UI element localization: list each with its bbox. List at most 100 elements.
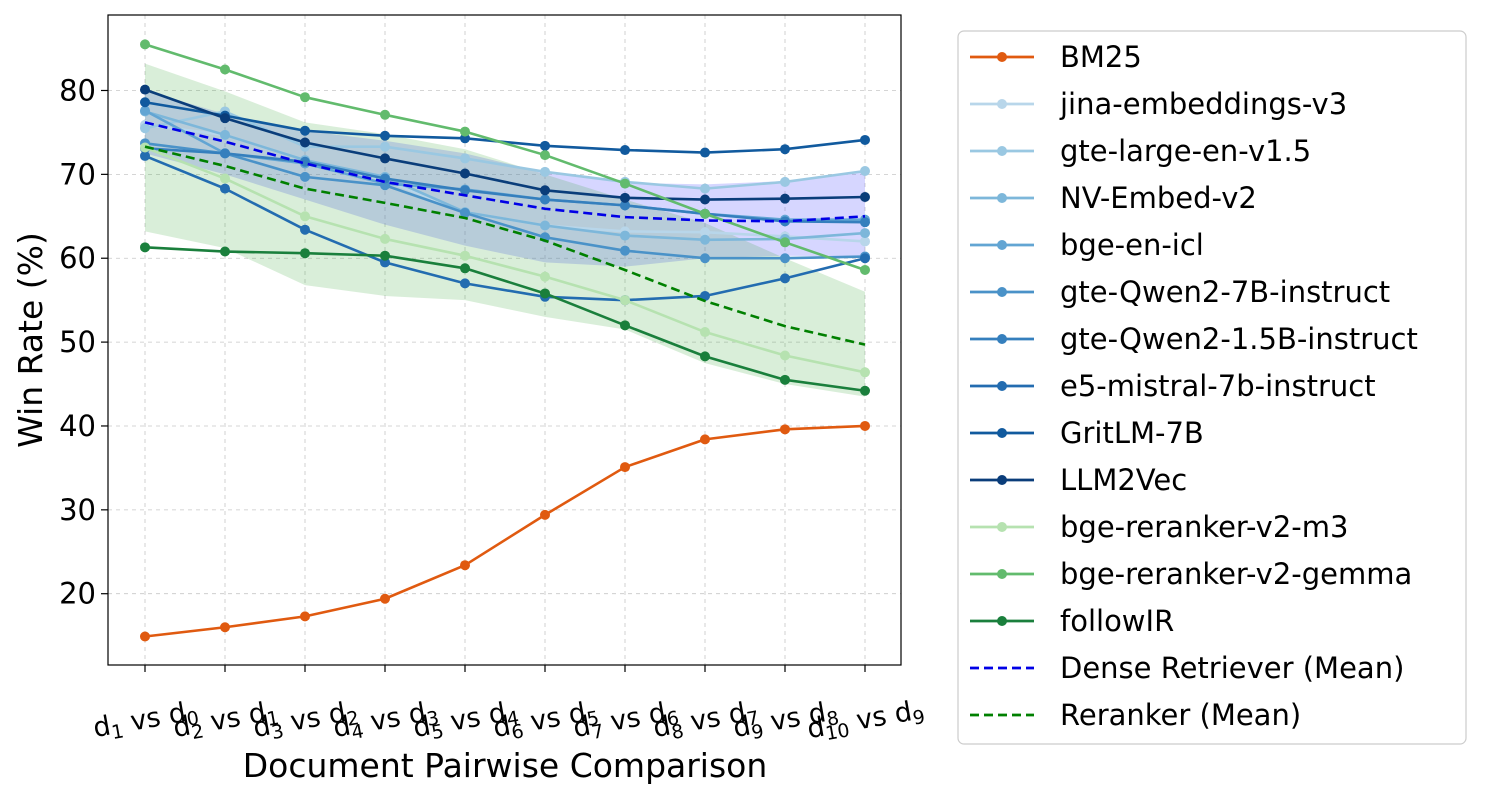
legend-marker (997, 99, 1007, 109)
series-line (144, 88, 866, 201)
legend-label: gte-Qwen2-1.5B-instruct (1060, 322, 1418, 356)
series-group (140, 84, 870, 205)
data-point (860, 367, 870, 378)
data-point (860, 253, 870, 264)
legend-entry: gte-large-en-v1.5 (970, 134, 1311, 168)
data-point (620, 295, 630, 306)
data-point (540, 150, 550, 161)
legend-label: jina-embeddings-v3 (1059, 87, 1347, 121)
legend-marker (997, 569, 1007, 579)
data-point (780, 253, 790, 264)
data-point (380, 130, 390, 141)
data-point (700, 194, 710, 205)
data-series (140, 39, 870, 642)
data-point (380, 109, 390, 120)
legend-entry: NV-Embed-v2 (970, 181, 1257, 215)
data-point (780, 237, 790, 248)
legend-label: bge-reranker-v2-m3 (1060, 510, 1348, 544)
legend-entry: gte-Qwen2-7B-instruct (970, 275, 1390, 309)
legend-marker (997, 52, 1007, 62)
series-group (140, 39, 870, 275)
legend-label: gte-Qwen2-7B-instruct (1060, 275, 1390, 309)
series-line (144, 246, 866, 393)
data-point (620, 245, 630, 256)
data-point (460, 278, 470, 289)
y-tick-label: 50 (59, 325, 96, 359)
data-point (540, 220, 550, 231)
legend-marker (997, 381, 1007, 391)
data-point (540, 194, 550, 205)
data-point (380, 141, 390, 152)
series-line (144, 142, 866, 260)
data-point (700, 183, 710, 194)
legend-label: bge-en-icl (1060, 228, 1204, 262)
legend-label: gte-large-en-v1.5 (1060, 134, 1311, 168)
data-point (780, 193, 790, 204)
series-line (144, 146, 866, 374)
series-group (140, 138, 870, 264)
data-point (220, 622, 230, 633)
data-point (540, 271, 550, 282)
data-point (380, 153, 390, 164)
data-point (300, 248, 310, 259)
legend-marker (997, 146, 1007, 156)
data-point (620, 230, 630, 241)
legend-label: BM25 (1060, 40, 1142, 74)
legend-label: followIR (1060, 604, 1174, 638)
series-line (144, 43, 866, 272)
band-area (145, 90, 865, 267)
data-point (620, 192, 630, 203)
data-point (700, 147, 710, 158)
series-group (140, 420, 870, 642)
data-point (700, 434, 710, 445)
y-tick-label: 30 (59, 493, 96, 527)
y-axis-ticks: 20 30 40 50 60 70 80 (59, 73, 108, 611)
data-point (540, 509, 550, 520)
legend-entry: bge-reranker-v2-m3 (970, 510, 1348, 544)
data-point (140, 97, 150, 108)
data-point (540, 140, 550, 151)
data-point (860, 217, 870, 228)
data-point (140, 242, 150, 253)
legend-entry: GritLM-7B (970, 416, 1204, 450)
data-point (700, 290, 710, 301)
data-point (860, 236, 870, 247)
series-line (144, 121, 866, 223)
data-point (860, 192, 870, 202)
legend-marker (997, 193, 1007, 203)
data-point (460, 263, 470, 274)
data-point (860, 264, 870, 275)
legend-label: LLM2Vec (1060, 463, 1187, 497)
data-point (380, 250, 390, 261)
data-point (860, 166, 870, 176)
data-point (860, 420, 870, 431)
y-tick-label: 70 (59, 157, 96, 191)
data-point (780, 374, 790, 385)
x-tick-label: d9 vs d8 (731, 695, 841, 747)
data-point (300, 224, 310, 235)
data-point (300, 92, 310, 103)
series-group (140, 142, 870, 378)
data-point (780, 350, 790, 361)
data-point (700, 208, 710, 219)
data-point (220, 64, 230, 75)
data-point (540, 166, 550, 177)
legend-entry: jina-embeddings-v3 (970, 87, 1347, 121)
plot-frame (107, 14, 902, 666)
data-point (780, 144, 790, 155)
data-point (860, 228, 870, 239)
legend-marker (997, 428, 1007, 438)
legend-marker (997, 522, 1007, 532)
legend-label: GritLM-7B (1060, 416, 1204, 450)
data-point (220, 148, 230, 159)
data-point (140, 150, 150, 161)
legend-entry: bge-en-icl (970, 228, 1204, 262)
data-point (300, 156, 310, 167)
x-tick-label: d2 vs d1 (171, 695, 281, 747)
data-point (460, 207, 470, 218)
legend-frame (957, 30, 1467, 745)
x-tick-label: d8 vs d7 (651, 695, 761, 747)
series-group (144, 121, 866, 223)
